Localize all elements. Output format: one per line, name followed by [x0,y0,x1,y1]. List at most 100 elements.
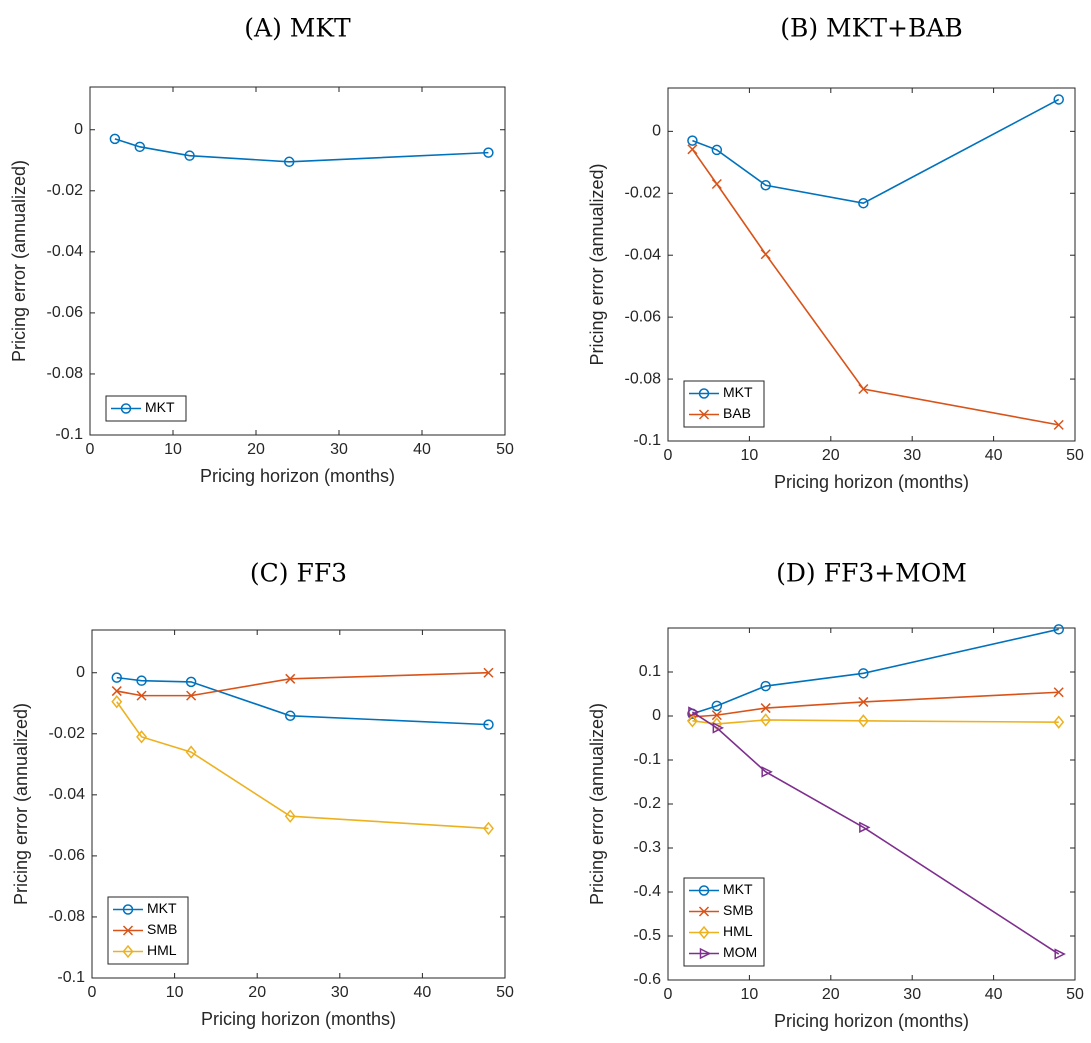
x-tick-label: 30 [903,447,921,464]
y-tick-label: 0 [74,121,83,138]
marker [699,947,712,960]
x-tick-label: 0 [86,441,95,458]
x-axis-label: Pricing horizon (months) [201,1009,396,1029]
marker [712,722,725,734]
series-line [114,138,489,163]
marker [186,690,197,701]
marker [1053,687,1064,698]
x-tick-label: 10 [741,986,759,1003]
marker [857,714,869,728]
y-tick-label: 0 [76,664,85,681]
marker [711,178,722,190]
y-tick-label: 0.1 [639,663,661,680]
y-tick-label: 0 [652,707,661,724]
marker [136,675,147,686]
legend-label: SMB [147,921,177,937]
x-tick-label: 0 [664,447,673,464]
marker [711,717,723,731]
marker [760,249,771,260]
y-axis-label: Pricing error (annualized) [587,703,607,905]
chart-title: (B) MKT+BAB [780,14,963,43]
x-tick-label: 10 [741,447,759,464]
series-line [691,711,1060,955]
x-tick-label: 30 [330,441,348,458]
marker [122,925,134,936]
marker [859,821,871,834]
legend-label: HML [723,923,753,939]
marker [760,713,772,727]
marker [858,696,869,707]
marker [688,706,700,718]
chart-title: (A) MKT [244,14,351,43]
marker [184,150,195,161]
series-line [692,691,1059,718]
marker [1053,624,1064,635]
marker [1053,715,1065,729]
x-tick-label: 40 [413,441,431,458]
y-tick-label: -0.06 [47,304,84,321]
y-tick-label: -0.02 [49,725,86,742]
marker [858,668,869,679]
y-tick-label: -0.02 [625,184,662,201]
series-line [692,719,1059,725]
x-tick-label: 20 [248,984,266,1001]
marker [483,147,494,158]
y-tick-label: -0.1 [57,969,85,986]
legend-label: MKT [723,881,753,897]
y-axis-label: Pricing error (annualized) [587,163,607,365]
marker [711,710,722,721]
y-tick-label: -0.4 [633,883,661,900]
y-tick-label: -0.08 [47,365,84,382]
marker [698,906,710,917]
series-line [116,676,489,726]
legend-label: HML [147,942,177,958]
x-tick-label: 20 [822,986,840,1003]
marker [185,676,197,688]
marker [483,667,494,678]
marker [483,719,494,730]
plot-area [91,629,506,979]
y-tick-label: -0.3 [633,839,661,856]
marker [185,745,197,759]
y-tick-label: -0.5 [633,927,661,944]
y-tick-label: -0.08 [49,908,86,925]
marker [858,383,869,395]
marker [711,144,723,156]
marker [136,690,147,701]
marker [760,703,771,714]
marker [134,141,146,153]
y-tick-label: -0.08 [625,370,662,387]
plot-area [89,86,506,436]
marker [122,904,134,915]
x-tick-label: 10 [164,441,182,458]
legend-label: SMB [723,902,753,918]
x-axis-label: Pricing horizon (months) [774,472,969,492]
marker [136,730,148,744]
x-tick-label: 30 [903,986,921,1003]
marker [687,135,698,146]
marker [698,409,710,420]
plot-area [667,87,1076,442]
x-tick-label: 30 [331,984,349,1001]
y-axis-label: Pricing error (annualized) [9,160,29,362]
x-tick-label: 40 [985,986,1003,1003]
marker [120,403,132,414]
y-tick-label: -0.04 [47,243,84,260]
x-axis-label: Pricing horizon (months) [774,1011,969,1031]
marker [109,133,121,145]
y-tick-label: -0.04 [49,786,86,803]
marker [111,672,123,683]
marker [698,925,710,940]
x-tick-label: 50 [1066,447,1084,464]
marker [284,809,296,823]
y-tick-label: -0.1 [55,426,83,443]
legend-label: MKT [147,900,177,916]
marker [698,885,710,896]
series-line [692,98,1060,205]
y-tick-label: -0.06 [625,308,662,325]
x-axis-label: Pricing horizon (months) [200,466,395,486]
x-tick-label: 40 [985,447,1003,464]
y-axis-label: Pricing error (annualized) [11,703,31,905]
x-tick-label: 50 [1066,986,1084,1003]
